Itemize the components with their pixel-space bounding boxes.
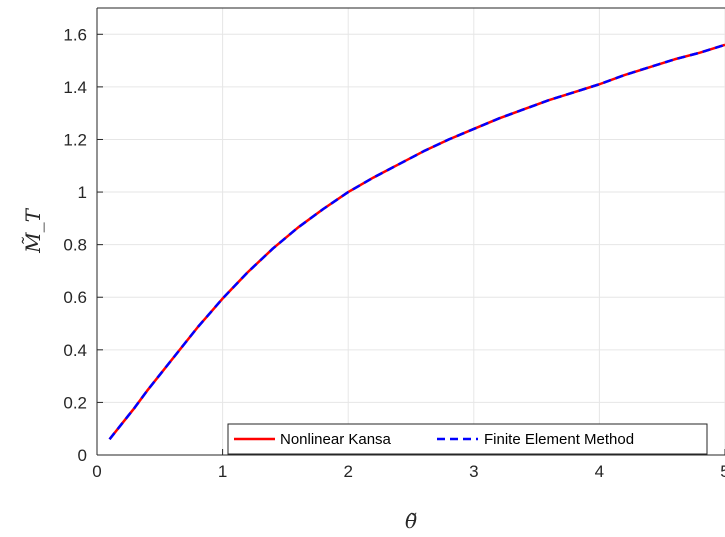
- axes: [96, 7, 725, 456]
- y-tick-label: 1.6: [63, 25, 87, 44]
- plot-background: [97, 8, 725, 455]
- legend-label-finite-element-method: Finite Element Method: [484, 431, 634, 448]
- x-tick-label: 3: [469, 462, 478, 481]
- y-axis-label: M̃_T: [21, 207, 45, 253]
- y-tick-label: 1.4: [63, 78, 87, 97]
- x-tick-label: 2: [343, 462, 352, 481]
- y-tick-labels: 0 0.2 0.4 0.6 0.8 1 1.2 1.4 1.6: [63, 25, 87, 465]
- y-tick-label: 0: [78, 446, 87, 465]
- y-tick-label: 1.2: [63, 130, 87, 149]
- series-lines: [108, 43, 725, 440]
- y-tick-label: 0.6: [63, 288, 87, 307]
- x-tick-labels: 0 1 2 3 4 5: [92, 462, 725, 481]
- x-tick-label: 5: [720, 462, 725, 481]
- y-tick-label: 0.2: [63, 393, 87, 412]
- legend-label-nonlinear-kansa: Nonlinear Kansa: [280, 431, 392, 448]
- x-tick-label: 1: [218, 462, 227, 481]
- x-tick-label: 0: [92, 462, 101, 481]
- series-line-finite-element-method: [108, 43, 725, 440]
- y-tick-label: 1: [78, 183, 87, 202]
- legend-box: [227, 423, 708, 455]
- y-tick-label: 0.8: [63, 236, 87, 255]
- y-tick-label: 0.4: [63, 341, 87, 360]
- x-tick-label: 4: [595, 462, 604, 481]
- legend: Nonlinear Kansa Finite Element Method: [227, 423, 708, 455]
- x-axis-label: θ̃: [405, 509, 417, 533]
